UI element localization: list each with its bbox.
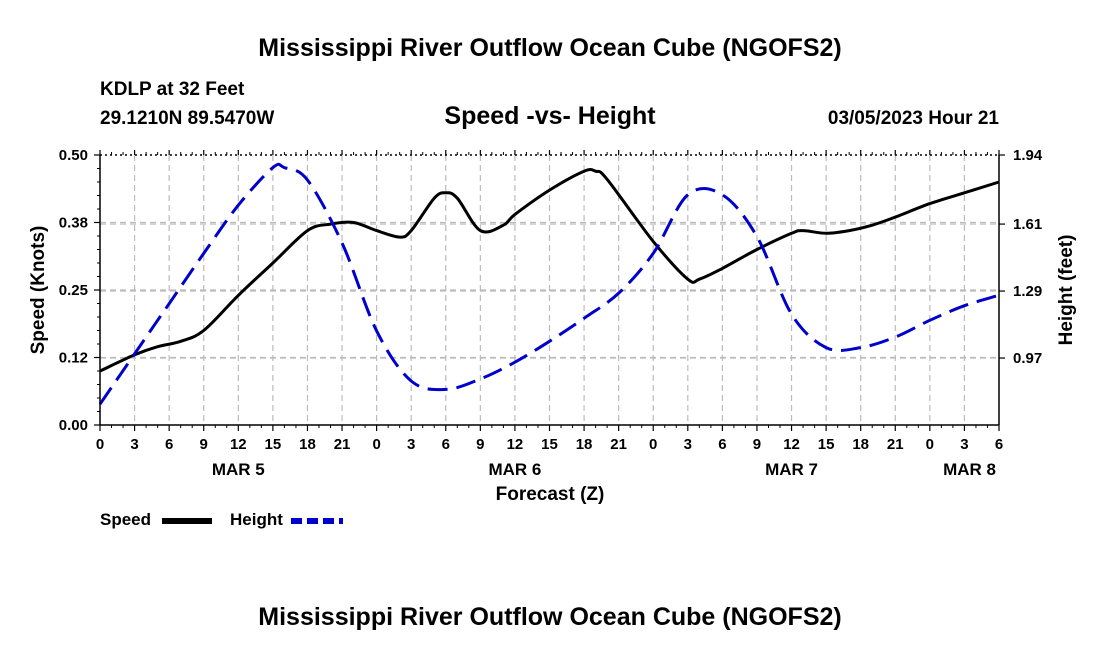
x-tick-label: 0 [372, 436, 380, 453]
chart-title: Speed -vs- Height [444, 102, 656, 130]
series-line-speed [99, 167, 1000, 373]
x-tick-label: 9 [476, 436, 484, 453]
x-axis-label: Forecast (Z) [496, 484, 605, 505]
day-label: MAR 8 [943, 460, 996, 479]
x-tick-label: 12 [507, 436, 524, 453]
station-label: KDLP at 32 Feet [100, 79, 245, 100]
y-axis-left-label: Speed (Knots) [28, 226, 49, 355]
x-tick-label: 0 [926, 436, 934, 453]
legend-speed-label: Speed [100, 510, 151, 529]
x-tick-label: 12 [230, 436, 247, 453]
footer-title: Mississippi River Outflow Ocean Cube (NG… [258, 603, 841, 631]
x-tick-label: 12 [783, 436, 800, 453]
x-tick-label: 6 [165, 436, 173, 453]
x-tick-label: 18 [299, 436, 316, 453]
x-tick-label: 6 [718, 436, 726, 453]
x-tick-label: 18 [576, 436, 593, 453]
x-tick-label: 3 [407, 436, 415, 453]
x-tick-label: 18 [852, 436, 869, 453]
y-tick-label-right: 1.94 [1013, 147, 1043, 164]
x-tick-label: 15 [541, 436, 558, 453]
series-line-height [98, 162, 1000, 405]
y-tick-label-right: 0.97 [1013, 350, 1042, 367]
x-tick-label: 3 [960, 436, 968, 453]
axes: 0 3 6 9 12 15 18 21 0 3 6 9 12 15 18 21 0 3 6 9 12 15 18 21 0 3 6 M… [59, 147, 1043, 479]
coordinates-label: 29.1210N 89.5470W [100, 108, 274, 129]
y-tick-label-left: 0.50 [59, 147, 88, 164]
day-label: MAR 5 [212, 460, 265, 479]
x-tick-label: 21 [887, 436, 904, 453]
y-tick-label-left: 0.12 [59, 350, 88, 367]
series-lines [98, 162, 1000, 405]
x-tick-label: 15 [265, 436, 282, 453]
datetime-label: 03/05/2023 Hour 21 [828, 108, 1000, 129]
x-tick-label: 6 [995, 436, 1003, 453]
y-tick-label-left: 0.38 [59, 215, 88, 232]
x-tick-label: 6 [442, 436, 450, 453]
x-tick-label: 0 [649, 436, 657, 453]
x-tick-label: 0 [96, 436, 104, 453]
grid [100, 155, 999, 425]
legend-height-label: Height [230, 510, 283, 529]
x-tick-label: 3 [684, 436, 692, 453]
y-tick-label-right: 1.61 [1013, 216, 1042, 233]
x-tick-label: 15 [818, 436, 835, 453]
y-tick-label-left: 0.00 [59, 417, 88, 434]
x-tick-label: 9 [753, 436, 761, 453]
x-tick-label: 9 [200, 436, 208, 453]
x-tick-label: 3 [130, 436, 138, 453]
legend: Speed Height [100, 510, 343, 529]
day-label: MAR 6 [488, 460, 541, 479]
x-tick-label: 21 [610, 436, 627, 453]
main-title: Mississippi River Outflow Ocean Cube (NG… [258, 34, 841, 62]
y-tick-label-left: 0.25 [59, 282, 88, 299]
y-tick-label-right: 1.29 [1013, 283, 1042, 300]
y-axis-right-label: Height (feet) [1056, 235, 1077, 346]
day-label: MAR 7 [765, 460, 818, 479]
x-tick-label: 21 [334, 436, 351, 453]
